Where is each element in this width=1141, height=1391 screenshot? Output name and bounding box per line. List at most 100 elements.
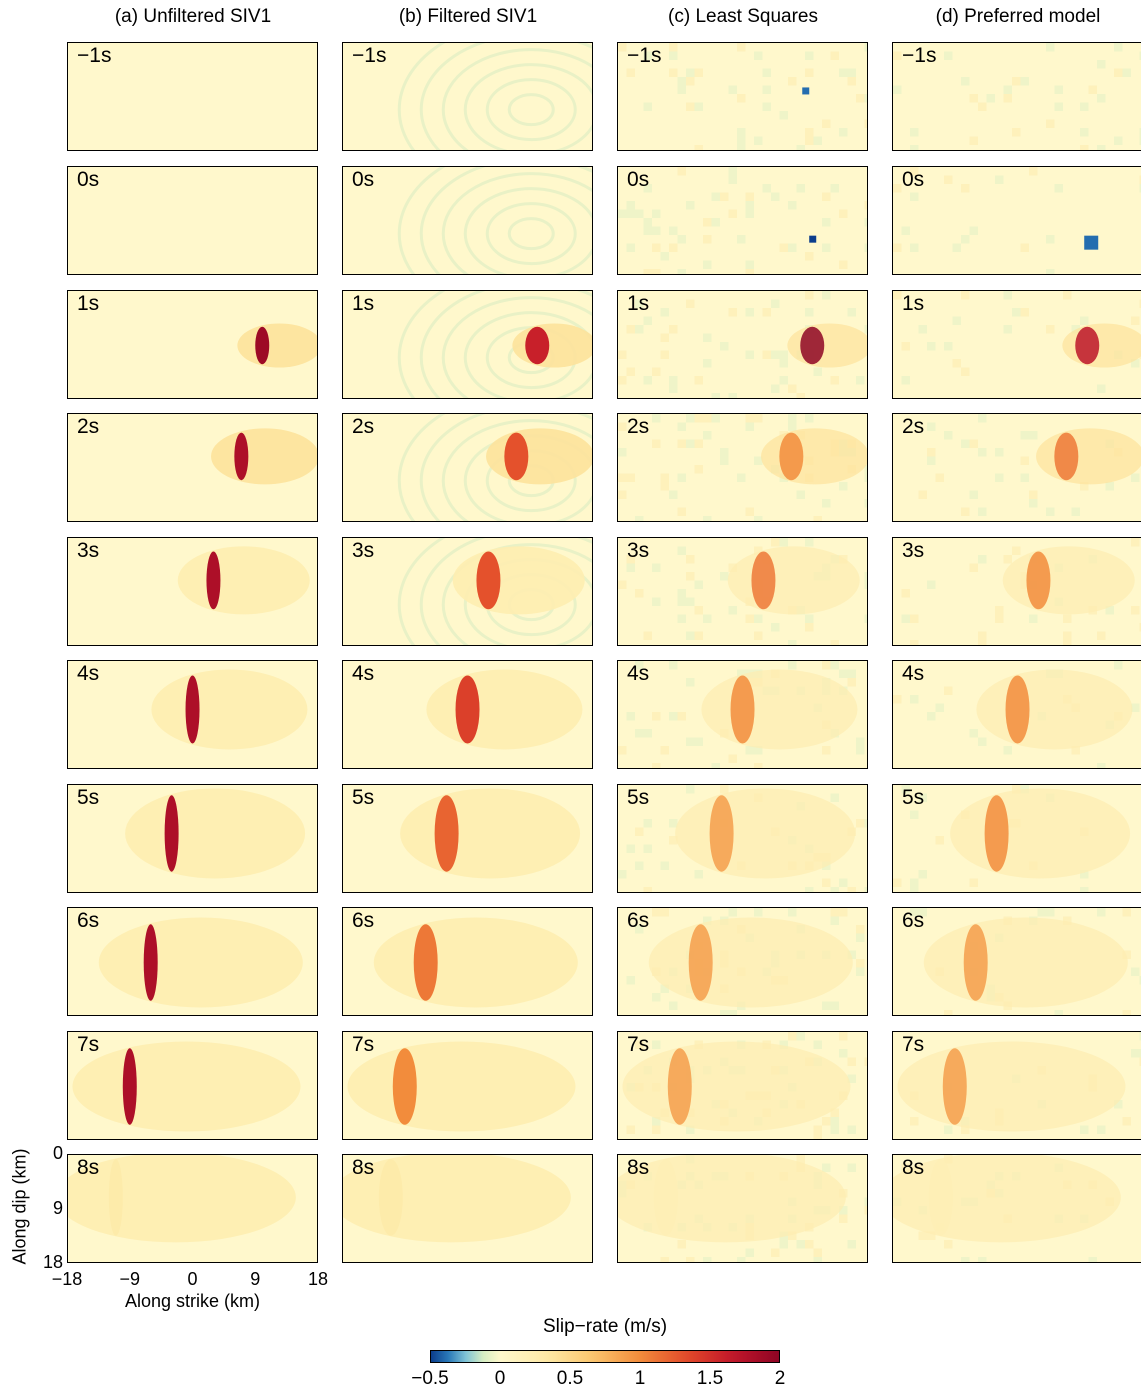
noise-cell — [771, 192, 780, 201]
time-label: 5s — [627, 786, 650, 809]
rupture-front — [206, 551, 221, 610]
noise-cell — [1029, 431, 1038, 440]
noise-cell — [754, 614, 763, 623]
heatmap-panel: 3s — [617, 537, 868, 646]
noise-cell — [1139, 175, 1141, 184]
heatmap-panel: −1s — [67, 42, 318, 151]
noise-cell — [626, 563, 635, 572]
noise-cell — [1122, 950, 1131, 959]
noise-cell — [805, 538, 814, 547]
noise-cell — [660, 350, 669, 359]
heatmap-svg — [373, 917, 578, 1008]
noise-cell — [1029, 614, 1038, 623]
time-label: −1s — [352, 44, 387, 67]
filter-ring — [485, 78, 577, 142]
noise-cell — [839, 209, 848, 218]
noise-cell — [754, 51, 763, 60]
noise-cell — [635, 325, 644, 334]
noise-cell — [1020, 473, 1029, 482]
noise-cell — [779, 359, 788, 368]
time-label: 1s — [352, 292, 375, 315]
rupture-body — [452, 546, 585, 615]
filter-ring — [397, 538, 446, 645]
heatmap-svg — [68, 1155, 296, 1243]
noise-cell — [961, 507, 970, 516]
noise-cell — [652, 908, 661, 917]
noise-cell — [1139, 128, 1141, 137]
rupture-front — [730, 675, 755, 744]
noise-cell — [1114, 68, 1123, 77]
heatmap-panel: 0s — [892, 166, 1141, 275]
noise-cell — [830, 184, 839, 193]
noise-cell — [686, 1257, 695, 1262]
noise-cell — [1012, 785, 1021, 794]
noise-cell — [847, 887, 856, 892]
noise-cell — [728, 209, 737, 218]
noise-cell — [669, 1001, 678, 1010]
heatmap-svg — [901, 538, 1141, 645]
noise-cell — [728, 754, 737, 763]
time-label: 3s — [352, 539, 375, 562]
noise-cell — [703, 414, 712, 423]
noise-cell — [978, 414, 987, 423]
noise-cell — [652, 563, 661, 572]
rupture-body — [237, 323, 317, 368]
noise-cell — [813, 1125, 822, 1134]
noise-cell — [918, 1231, 927, 1240]
noise-cell — [677, 712, 686, 721]
filter-ring — [463, 311, 592, 398]
noise-cell — [927, 580, 936, 589]
rupture-body — [761, 428, 867, 485]
heatmap-svg — [622, 1032, 867, 1139]
noise-cell — [1003, 555, 1012, 564]
noise-cell — [978, 640, 987, 645]
noise-cell — [762, 184, 771, 193]
noise-cell — [745, 614, 754, 623]
noise-cell — [1012, 77, 1021, 86]
noise-cell — [788, 384, 797, 393]
noise-cell — [762, 102, 771, 111]
noise-cell — [1071, 507, 1080, 516]
rupture-front — [108, 1159, 123, 1236]
heatmap-svg — [618, 538, 867, 645]
noise-cell — [626, 844, 635, 853]
noise-cell — [1097, 908, 1106, 917]
time-label: 6s — [627, 909, 650, 932]
rupture-front — [688, 924, 713, 1001]
noise-cell — [626, 68, 635, 77]
noise-cell — [935, 473, 944, 482]
noise-cell — [839, 1049, 848, 1058]
noise-cell — [864, 201, 867, 210]
noise-cell — [703, 260, 712, 269]
heatmap-panel: 4s — [342, 660, 593, 769]
noise-cell — [847, 1125, 856, 1134]
time-label: 5s — [77, 786, 100, 809]
noise-cell — [677, 235, 686, 244]
time-label: 7s — [77, 1033, 100, 1056]
noise-cell — [910, 640, 919, 645]
heatmap-panel: 1s — [892, 290, 1141, 399]
column-title: (b) Filtered SIV1 — [398, 6, 538, 27]
noise-cell — [677, 77, 686, 86]
noise-cell — [771, 384, 780, 393]
noise-cell — [839, 908, 848, 917]
noise-cell — [660, 984, 669, 993]
noise-cell — [779, 376, 788, 385]
rupture-body — [211, 428, 317, 485]
rupture-front — [143, 924, 158, 1001]
x-tick-label: 0 — [187, 1269, 198, 1289]
heatmap-panel: 8s — [67, 1154, 318, 1263]
noise-cell — [652, 763, 661, 768]
noise-cell — [728, 393, 737, 398]
noise-cell — [830, 908, 839, 917]
noise-cell — [805, 252, 814, 261]
noise-cell — [901, 785, 910, 794]
heatmap-svg — [397, 538, 592, 645]
heatmap-svg — [400, 788, 581, 879]
heatmap-svg — [125, 788, 306, 879]
noise-cell — [771, 299, 780, 308]
noise-cell — [847, 1074, 856, 1083]
noise-cell — [1139, 1049, 1141, 1058]
noise-cell — [677, 439, 686, 448]
noise-cell — [660, 861, 669, 870]
